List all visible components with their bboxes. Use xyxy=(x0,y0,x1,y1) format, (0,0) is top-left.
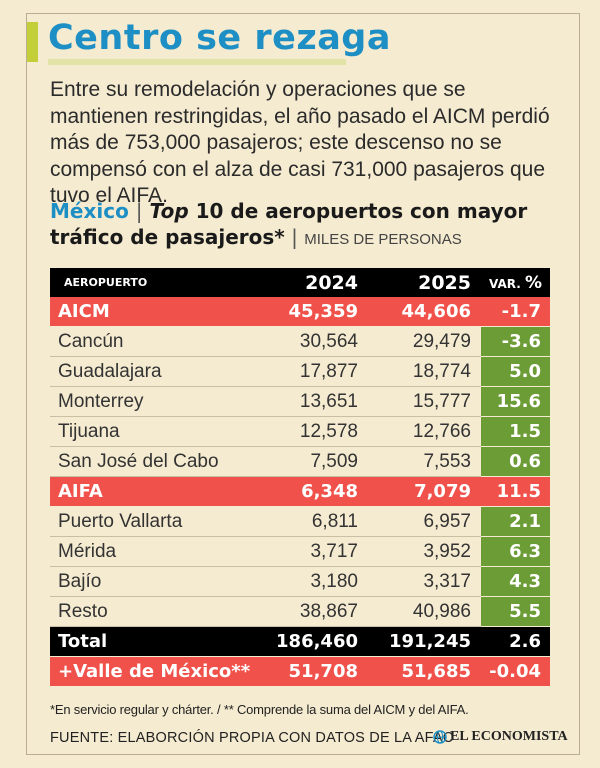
cell-2024: 12,578 xyxy=(260,416,368,447)
subtitle-title: 10 de aeropuertos con mayor tráfico de p… xyxy=(50,199,528,249)
cell-airport: AIFA xyxy=(50,476,260,507)
cell-airport: San José del Cabo xyxy=(50,446,260,477)
cell-2024: 38,867 xyxy=(260,596,368,627)
table-row: Guadalajara 17,877 18,774 5.0 xyxy=(50,356,550,387)
header-2025: 2025 xyxy=(368,268,481,297)
cell-var: 5.5 xyxy=(481,596,550,627)
cell-var: 2.6 xyxy=(481,626,550,657)
cell-2024: 3,717 xyxy=(260,536,368,567)
cell-2025: 6,957 xyxy=(368,506,481,537)
cell-var: 6.3 xyxy=(481,536,550,567)
table-row: Mérida 3,717 3,952 6.3 xyxy=(50,536,550,567)
accent-bar xyxy=(27,22,38,62)
cell-airport: Total xyxy=(50,626,260,657)
cell-2024: 51,708 xyxy=(260,656,368,686)
header-var-pct: % xyxy=(524,272,542,293)
table-row: San José del Cabo 7,509 7,553 0.6 xyxy=(50,446,550,477)
cell-2024: 45,359 xyxy=(260,297,368,327)
cell-2025: 15,777 xyxy=(368,386,481,417)
cell-2024: 13,651 xyxy=(260,386,368,417)
cell-2024: 3,180 xyxy=(260,566,368,597)
table-row: AIFA 6,348 7,079 11.5 xyxy=(50,476,550,507)
cell-var: 5.0 xyxy=(481,356,550,387)
cell-airport: Mérida xyxy=(50,536,260,567)
footnote: *En servicio regular y chárter. / ** Com… xyxy=(50,702,469,717)
cell-2025: 40,986 xyxy=(368,596,481,627)
cell-2024: 186,460 xyxy=(260,626,368,657)
brand: EL ECONOMISTA xyxy=(433,729,568,745)
cell-var: -1.7 xyxy=(481,297,550,327)
cell-2025: 18,774 xyxy=(368,356,481,387)
table-row: Total 186,460 191,245 2.6 xyxy=(50,626,550,657)
cell-2024: 6,811 xyxy=(260,506,368,537)
header-var: VAR. % xyxy=(481,268,550,297)
cell-var: 1.5 xyxy=(481,416,550,447)
cell-var: 0.6 xyxy=(481,446,550,477)
cell-var: 2.1 xyxy=(481,506,550,537)
cell-2025: 12,766 xyxy=(368,416,481,447)
headline-underline xyxy=(48,59,346,65)
cell-airport: Puerto Vallarta xyxy=(50,506,260,537)
cell-2025: 3,317 xyxy=(368,566,481,597)
subtitle-separator: | xyxy=(135,199,143,223)
cell-2024: 17,877 xyxy=(260,356,368,387)
table-row: Monterrey 13,651 15,777 15.6 xyxy=(50,386,550,417)
cell-2024: 7,509 xyxy=(260,446,368,477)
card-border xyxy=(26,13,580,755)
table-body: AICM 45,359 44,606 -1.7 Cancún 30,564 29,479 -3… xyxy=(50,297,550,686)
subtitle-country: México xyxy=(50,199,129,223)
cell-2024: 30,564 xyxy=(260,326,368,357)
cell-2025: 3,952 xyxy=(368,536,481,567)
airports-table: AEROPUERTO 2024 2025 VAR. % AICM 45,359 44… xyxy=(50,268,550,686)
cell-2025: 51,685 xyxy=(368,656,481,686)
cell-airport: Tijuana xyxy=(50,416,260,447)
table-row: Puerto Vallarta 6,811 6,957 2.1 xyxy=(50,506,550,537)
table-row: +Valle de México** 51,708 51,685 -0.04 xyxy=(50,656,550,686)
intro-paragraph: Entre su remodelación y operaciones que … xyxy=(50,78,550,207)
table-header-row: AEROPUERTO 2024 2025 VAR. % xyxy=(50,268,550,297)
cell-2025: 191,245 xyxy=(368,626,481,657)
table-row: AICM 45,359 44,606 -1.7 xyxy=(50,297,550,327)
cell-2025: 44,606 xyxy=(368,297,481,327)
source-line: FUENTE: ELABORCIÓN PROPIA CON DATOS DE L… xyxy=(50,730,454,746)
headline: Centro se rezaga xyxy=(48,18,391,58)
cell-airport: +Valle de México** xyxy=(50,656,260,686)
globe-icon xyxy=(433,730,447,744)
cell-var: 4.3 xyxy=(481,566,550,597)
header-2024: 2024 xyxy=(260,268,368,297)
table-row: Cancún 30,564 29,479 -3.6 xyxy=(50,326,550,357)
cell-airport: AICM xyxy=(50,297,260,327)
subtitle-top: Top xyxy=(149,199,189,223)
subtitle-units-separator: | xyxy=(284,225,305,249)
cell-airport: Monterrey xyxy=(50,386,260,417)
cell-var: -0.04 xyxy=(481,656,550,686)
cell-2025: 29,479 xyxy=(368,326,481,357)
cell-var: 15.6 xyxy=(481,386,550,417)
header-airport: AEROPUERTO xyxy=(50,268,260,297)
cell-2025: 7,553 xyxy=(368,446,481,477)
subtitle-units: MILES DE PERSONAS xyxy=(304,231,462,248)
header-var-label: VAR. xyxy=(488,276,521,291)
cell-airport: Cancún xyxy=(50,326,260,357)
brand-name: EL ECONOMISTA xyxy=(450,729,568,744)
cell-airport: Guadalajara xyxy=(50,356,260,387)
cell-airport: Bajío xyxy=(50,566,260,597)
cell-airport: Resto xyxy=(50,596,260,627)
table-row: Resto 38,867 40,986 5.5 xyxy=(50,596,550,627)
table-row: Tijuana 12,578 12,766 1.5 xyxy=(50,416,550,447)
table-subtitle: México | Top 10 de aeropuertos con mayor… xyxy=(50,198,570,253)
cell-2025: 7,079 xyxy=(368,476,481,507)
cell-var: 11.5 xyxy=(481,476,550,507)
table-row: Bajío 3,180 3,317 4.3 xyxy=(50,566,550,597)
cell-2024: 6,348 xyxy=(260,476,368,507)
cell-var: -3.6 xyxy=(481,326,550,357)
